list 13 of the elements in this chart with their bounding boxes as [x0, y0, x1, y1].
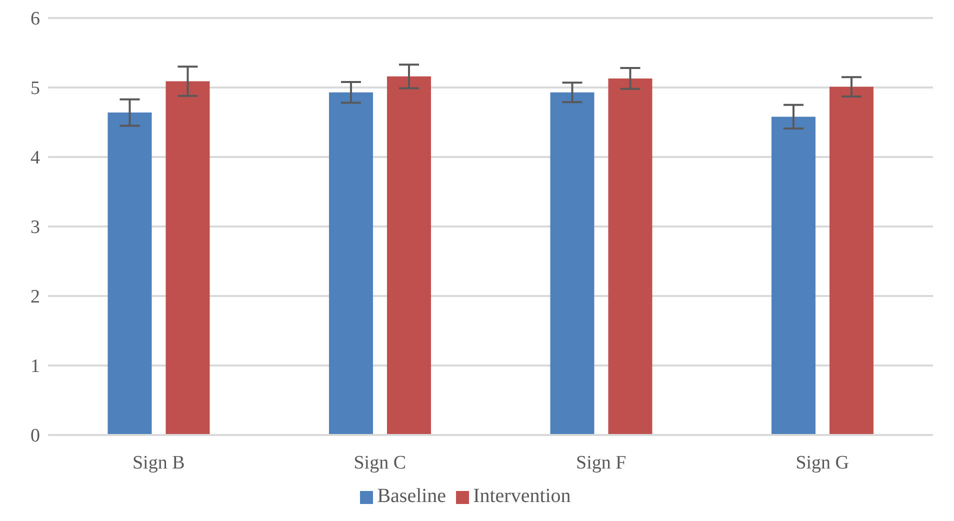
legend-label: Intervention: [473, 485, 571, 507]
y-tick-label: 1: [30, 356, 40, 378]
y-tick-label: 3: [30, 217, 40, 238]
y-tick-label: 2: [30, 286, 40, 308]
y-tick-label: 4: [30, 148, 40, 169]
x-tick-label: Sign F: [576, 452, 626, 474]
x-tick-label: Sign C: [354, 452, 406, 474]
y-tick-label: 0: [30, 426, 40, 447]
x-tick-label: Sign G: [796, 452, 850, 474]
legend-label: Baseline: [377, 485, 446, 507]
y-tick-label: 6: [30, 8, 40, 30]
x-tick-label: Sign B: [132, 452, 185, 474]
y-tick-label: 5: [30, 78, 40, 100]
